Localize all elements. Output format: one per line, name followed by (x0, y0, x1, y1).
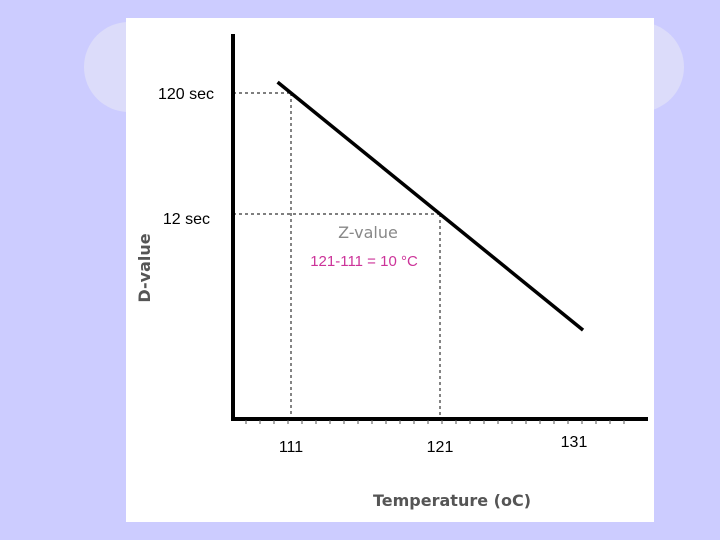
z-value-label: Z-value (338, 223, 398, 242)
series-line-0 (276, 80, 585, 332)
chart-panel: 120 sec 12 sec 111 121 131 Temperature (… (126, 18, 654, 522)
reference-lines (233, 92, 441, 419)
y-axis-title: D-value (135, 233, 154, 302)
axes (231, 34, 648, 424)
z-value-formula: 121-111 = 10 °C (310, 253, 418, 270)
y-tick-label-120-sec: 120 sec (158, 86, 214, 103)
x-tick-label-131: 131 (561, 434, 588, 451)
tick-labels: 120 sec 12 sec 111 121 131 (158, 86, 587, 456)
d-value-chart: 120 sec 12 sec 111 121 131 Temperature (… (135, 34, 648, 510)
y-tick-label-12-sec: 12 sec (163, 211, 210, 228)
series-group (276, 80, 585, 332)
x-tick-label-121: 121 (427, 439, 454, 456)
x-axis-title: Temperature (oC) (373, 491, 531, 510)
x-tick-label-111: 111 (279, 439, 303, 456)
